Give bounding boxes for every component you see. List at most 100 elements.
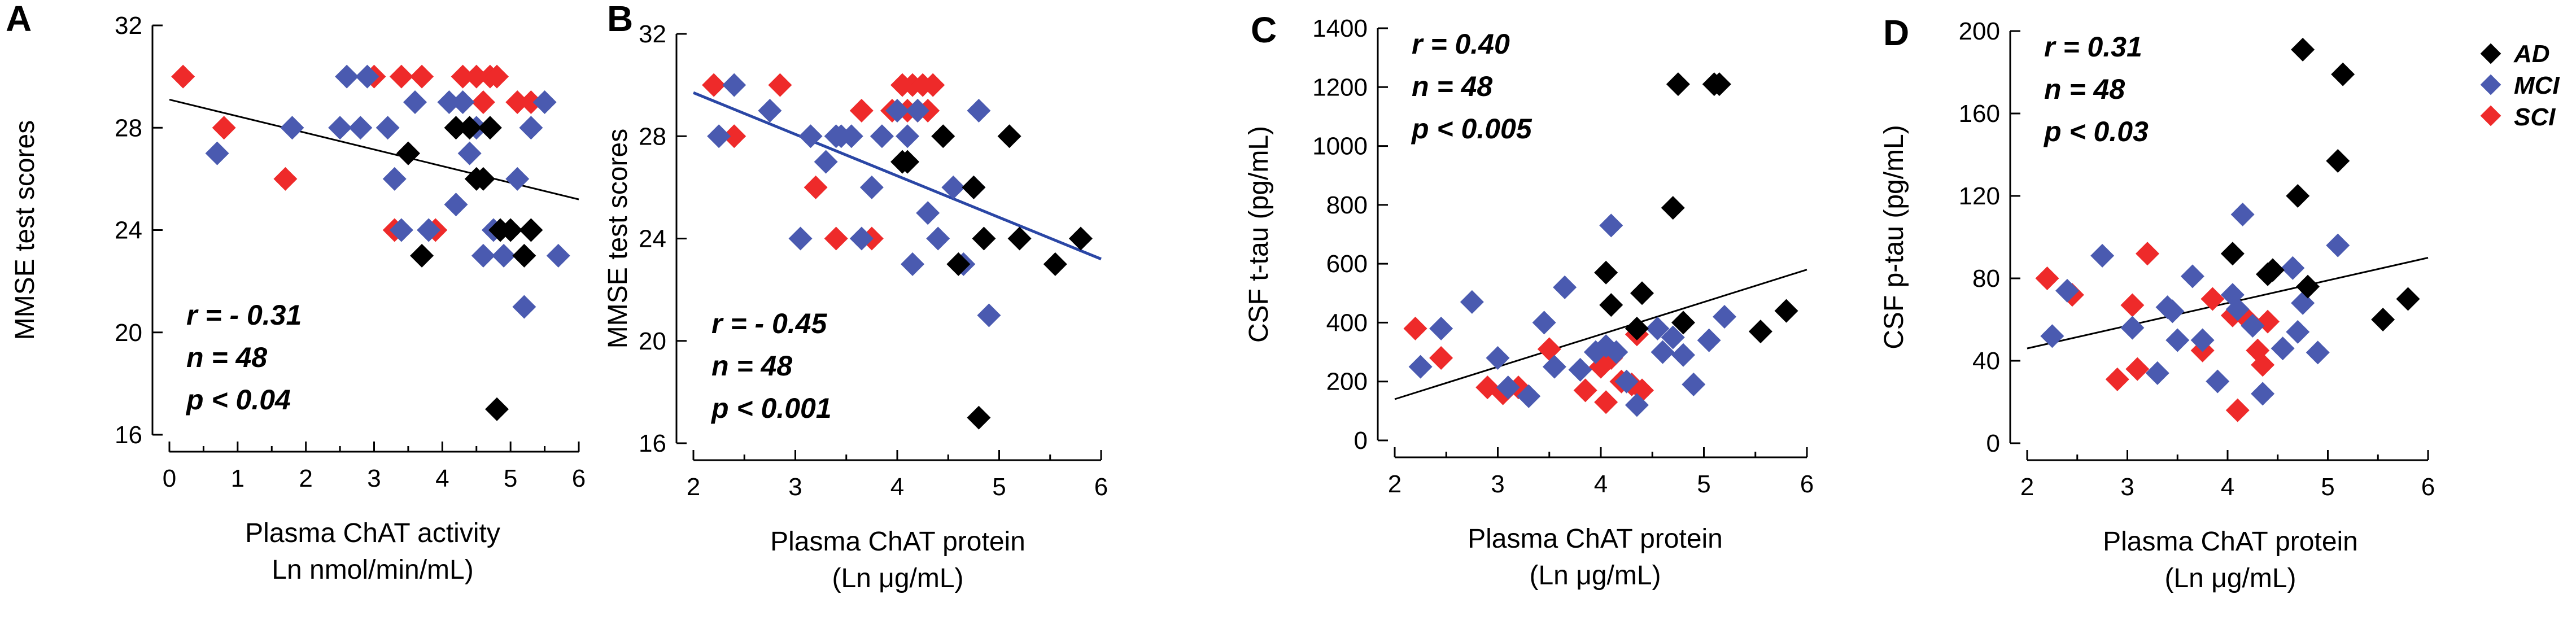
data-point-ad	[1630, 281, 1654, 305]
x-tick-label: 5	[504, 465, 517, 492]
data-point-sci	[171, 64, 195, 89]
data-point-mci	[707, 124, 731, 148]
data-point-ad	[1774, 299, 1798, 323]
data-point-ad	[2260, 258, 2285, 282]
y-tick-label: 200	[1959, 18, 2000, 45]
data-point-sci	[768, 73, 792, 97]
data-point-sci	[1537, 337, 1561, 361]
data-point-mci	[355, 64, 379, 89]
x-tick-label: 5	[1697, 470, 1710, 498]
data-point-mci	[205, 141, 229, 165]
y-tick-label: 80	[1972, 265, 2000, 292]
data-point-sci	[2251, 353, 2275, 377]
data-point-mci	[1408, 355, 1433, 379]
data-point-mci	[457, 141, 482, 165]
data-point-mci	[798, 124, 823, 148]
data-point-mci	[1682, 372, 1706, 396]
data-point-mci	[1604, 340, 1628, 364]
data-point-mci	[926, 226, 950, 251]
y-tick-label: 200	[1326, 368, 1368, 396]
stat-p: p < 0.001	[710, 392, 832, 424]
data-point-mci	[1568, 357, 1592, 382]
y-tick-label: 0	[1986, 430, 2000, 457]
data-point-sci	[505, 90, 530, 114]
legend: AD MCI SCI	[2480, 40, 2560, 131]
y-tick-label: 40	[1972, 347, 2000, 375]
data-point-ad	[471, 167, 495, 191]
data-point-ad	[931, 124, 955, 148]
data-point-mci	[758, 98, 782, 123]
y-tick-label: 800	[1326, 191, 1368, 219]
data-point-mci	[403, 90, 427, 114]
regression-line	[2027, 257, 2429, 349]
data-point-mci	[2160, 299, 2185, 324]
data-point-mci	[437, 90, 461, 114]
y-tick-label: 160	[1959, 100, 2000, 128]
x-axis-title-line1: Plasma ChAT activity	[245, 518, 500, 548]
y-tick-label: 0	[1354, 427, 1368, 455]
x-tick-label: 1	[231, 465, 244, 492]
panel-d: D 0 40 80 120 160 200 2 3 4 5 6 CSF p-tau (pg/mL) Pla…	[1879, 12, 2435, 593]
data-point-ad	[1068, 226, 1093, 251]
panel-b: B 16 20 24 28 32 2 3 4 5 6 MMSE test scores Plasma C…	[603, 0, 1108, 593]
data-point-mci	[906, 98, 930, 123]
y-axis-title: MMSE test scores	[603, 129, 633, 348]
data-point-ad	[972, 226, 996, 251]
data-point-mci	[519, 116, 543, 140]
data-point-mci	[896, 124, 920, 148]
data-point-mci	[512, 295, 536, 319]
data-point-mci	[1532, 311, 1556, 335]
data-point-sci	[2136, 242, 2159, 266]
data-point-mci	[471, 243, 495, 268]
x-tick-label: 2	[2020, 473, 2034, 501]
y-tick-label: 20	[639, 327, 666, 355]
legend-marker-mci	[2480, 74, 2501, 95]
data-point-sci	[1403, 316, 1427, 340]
data-point-ad	[1007, 226, 1032, 251]
data-point-ad	[1748, 320, 1772, 344]
data-point-ad	[896, 150, 920, 174]
data-point-mci	[1651, 340, 1675, 364]
y-tick-label: 600	[1326, 250, 1368, 278]
data-point-ad	[519, 218, 543, 242]
data-point-mci	[1599, 213, 1623, 238]
data-point-mci	[967, 98, 991, 123]
stat-n: n = 48	[711, 350, 792, 382]
data-point-mci	[901, 252, 925, 276]
regression-line	[693, 91, 1102, 261]
legend-label-sci: SCI	[2514, 103, 2556, 131]
data-point-sci	[485, 64, 509, 89]
data-point-ad	[1043, 252, 1067, 276]
data-point-mci	[2090, 243, 2115, 268]
x-axis-title-line2: (Ln μg/mL)	[2164, 563, 2296, 593]
panel-c: C 0 200 400 600 800 1000 1200 1400 2 3 4 5 6 CSF t-tau…	[1244, 10, 1814, 591]
data-point-mci	[2120, 316, 2145, 340]
data-point-ad	[967, 405, 991, 430]
data-point-ad	[1625, 316, 1649, 340]
data-point-mci	[492, 243, 516, 268]
x-tick-label: 6	[572, 465, 586, 492]
y-tick-label: 28	[639, 123, 666, 150]
data-point-mci	[1429, 316, 1453, 340]
x-tick-label: 3	[788, 473, 802, 501]
data-point-mci	[2326, 233, 2350, 257]
data-point-mci	[532, 90, 557, 114]
stat-r: r = 0.31	[2044, 31, 2142, 63]
data-point-mci	[2165, 328, 2190, 352]
x-tick-label: 5	[992, 473, 1006, 501]
data-point-mci	[1645, 316, 1670, 340]
data-point-ad	[2331, 62, 2355, 86]
x-axis-title-line2: (Ln μg/mL)	[832, 563, 963, 593]
data-point-ad	[444, 116, 468, 140]
data-point-ad	[962, 175, 986, 199]
y-tick-label: 1400	[1312, 15, 1368, 42]
data-point-ad	[1666, 72, 1690, 97]
data-point-sci	[410, 64, 434, 89]
y-tick-label: 16	[639, 430, 666, 457]
stat-r: r = - 0.31	[186, 299, 302, 331]
data-point-ad	[2326, 148, 2350, 173]
x-tick-label: 3	[367, 465, 381, 492]
x-axis-title-line1: Plasma ChAT protein	[1468, 524, 1723, 554]
